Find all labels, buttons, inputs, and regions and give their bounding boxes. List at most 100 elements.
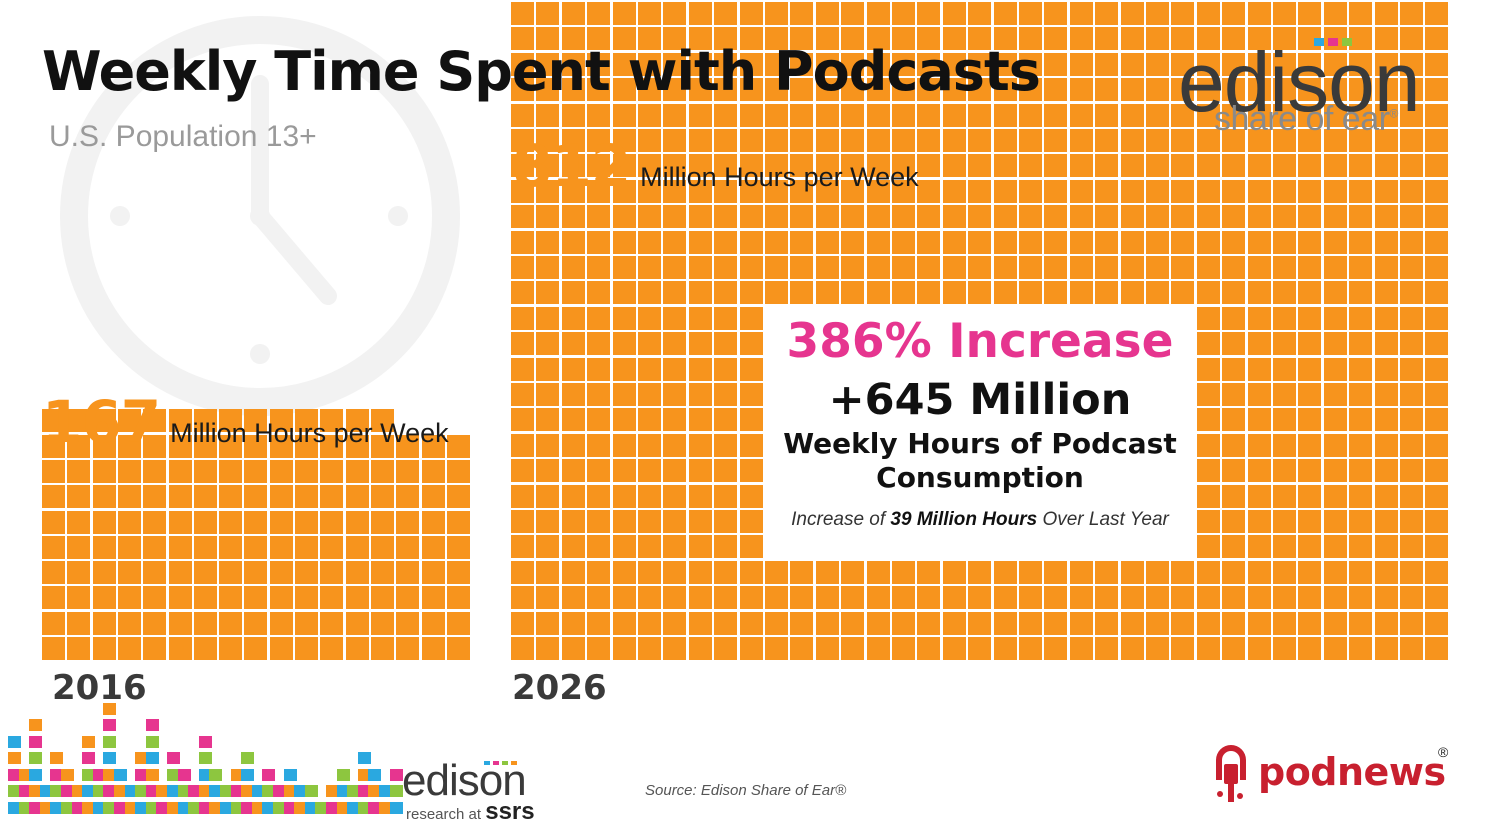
value-label-2026: 812 Million Hours per Week	[512, 132, 919, 200]
equalizer-block	[294, 785, 308, 797]
waffle-square	[536, 230, 560, 254]
waffle-square	[612, 103, 636, 127]
equalizer-block	[209, 785, 223, 797]
equalizer-block	[357, 768, 371, 781]
waffle-square	[1349, 332, 1373, 356]
waffle-square	[663, 433, 687, 457]
waffle-square	[1196, 484, 1220, 508]
waffle-square	[612, 535, 636, 559]
waffle-square	[587, 484, 611, 508]
waffle-square	[1400, 27, 1423, 51]
waffle-square	[688, 332, 712, 356]
waffle-square	[714, 2, 738, 25]
year-label-2016: 2016	[52, 668, 147, 708]
waffle-square	[511, 2, 534, 25]
waffle-square	[1247, 611, 1271, 635]
waffle-square	[663, 510, 687, 533]
waffle-square	[168, 535, 192, 559]
equalizer-block	[103, 752, 117, 764]
waffle-square	[638, 332, 661, 356]
waffle-square	[765, 129, 788, 152]
waffle-square	[219, 485, 243, 509]
waffle-square	[1425, 611, 1449, 635]
waffle-square	[892, 52, 915, 76]
waffle-square	[143, 637, 167, 660]
waffle-square	[663, 383, 687, 406]
waffle-square	[1120, 179, 1144, 203]
waffle-square	[168, 637, 192, 660]
waffle-square	[511, 383, 534, 406]
waffle-square	[663, 459, 687, 483]
waffle-square	[663, 484, 687, 508]
waffle-square	[612, 154, 636, 178]
waffle-square	[663, 179, 687, 203]
waffle-square	[1044, 230, 1068, 254]
waffle-square	[421, 510, 445, 534]
waffle-square	[765, 637, 788, 660]
waffle-square	[612, 78, 636, 102]
waffle-square	[1273, 281, 1296, 305]
waffle-square	[1146, 154, 1169, 178]
waffle-square	[739, 154, 763, 178]
waffle-square	[739, 611, 763, 635]
waffle-square	[561, 332, 585, 356]
waffle-square	[968, 611, 992, 635]
equalizer-block	[82, 785, 96, 797]
waffle-square	[612, 611, 636, 635]
increase-amount: +645 Million	[828, 375, 1132, 425]
waffle-square	[421, 535, 445, 559]
waffle-square	[1095, 256, 1119, 279]
equalizer-block	[326, 785, 339, 797]
waffle-square	[1298, 2, 1322, 25]
waffle-square	[841, 586, 865, 610]
waffle-square	[1323, 52, 1347, 76]
waffle-square	[511, 78, 534, 102]
waffle-square	[1425, 179, 1449, 203]
waffle-square	[295, 637, 318, 660]
waffle-square	[1222, 357, 1246, 381]
waffle-square	[193, 485, 217, 509]
waffle-square	[1273, 205, 1296, 229]
equalizer-block	[8, 785, 21, 797]
waffle-square	[1374, 306, 1398, 330]
waffle-square	[511, 256, 534, 279]
waffle-square	[1425, 129, 1449, 152]
waffle-square	[892, 281, 915, 305]
waffle-square	[1019, 560, 1042, 584]
waffle-square	[765, 52, 788, 76]
equalizer-block	[251, 785, 265, 797]
waffle-square	[790, 52, 814, 76]
waffle-square	[714, 408, 738, 432]
waffle-square	[345, 535, 369, 559]
waffle-square	[1146, 230, 1169, 254]
waffle-square	[1171, 129, 1195, 152]
waffle-square	[942, 129, 966, 152]
waffle-square	[1222, 2, 1246, 25]
equalizer-block	[368, 785, 382, 797]
waffle-square	[841, 129, 865, 152]
waffle-square	[688, 306, 712, 330]
waffle-square	[1222, 586, 1246, 610]
waffle-square	[612, 332, 636, 356]
waffle-square	[765, 611, 788, 635]
waffle-square	[536, 510, 560, 533]
waffle-square	[295, 485, 318, 509]
waffle-square	[968, 179, 992, 203]
waffle-square	[536, 179, 560, 203]
waffle-square	[536, 484, 560, 508]
waffle-square	[1019, 205, 1042, 229]
equalizer-block	[71, 801, 85, 814]
waffle-square	[1273, 535, 1296, 559]
equalizer-block	[241, 768, 255, 781]
waffle-square	[688, 129, 712, 152]
equalizer-block	[50, 752, 64, 764]
waffle-square	[1374, 484, 1398, 508]
waffle-square	[612, 256, 636, 279]
waffle-square	[1349, 535, 1373, 559]
equalizer-block	[103, 768, 117, 781]
waffle-square	[815, 78, 839, 102]
waffle-square	[993, 27, 1017, 51]
waffle-square	[765, 78, 788, 102]
waffle-square	[92, 510, 116, 534]
brand-tagline: share of ear®	[1214, 100, 1398, 138]
